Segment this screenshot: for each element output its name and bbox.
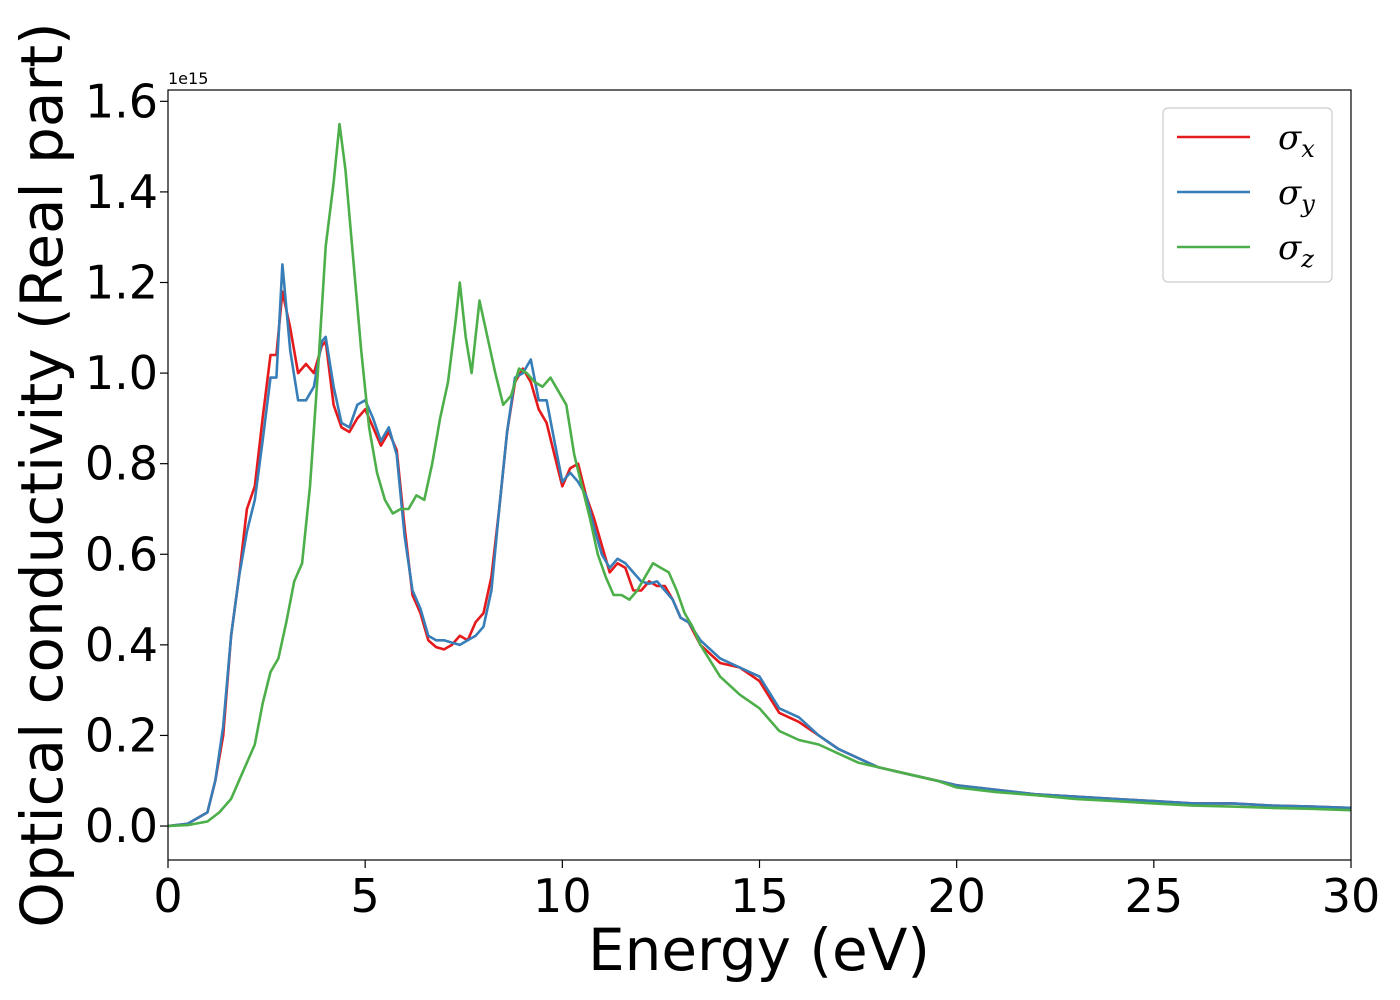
y-tick-label: 0.6	[85, 527, 158, 581]
x-tick-label: 5	[351, 869, 380, 923]
y-tick-label: 1.0	[85, 346, 158, 400]
y-tick-label: 1.6	[85, 74, 158, 128]
legend: σx σy σz	[1162, 107, 1333, 283]
x-tick-label: 0	[153, 869, 182, 923]
y-axis-label: Optical conductivity (Real part)	[8, 22, 76, 927]
series-line-y	[167, 263, 1352, 828]
x-tick-label: 10	[533, 869, 592, 923]
y-tick-label: 0.4	[85, 618, 158, 672]
legend-label-z: σz	[1278, 228, 1314, 273]
x-tick-label: 25	[1125, 869, 1184, 923]
y-tick-label: 0.8	[85, 437, 158, 491]
legend-label-y: σy	[1278, 173, 1315, 218]
y-tick-label: 0.2	[85, 708, 158, 762]
y-tick-label: 1.4	[85, 165, 158, 219]
series-line-z	[167, 122, 1352, 828]
y-offset-label: 1e15	[168, 69, 208, 88]
legend-label-x: σx	[1278, 118, 1315, 163]
x-axis: 0 5 10 15 20 25 30	[153, 860, 1380, 923]
x-tick-label: 15	[730, 869, 789, 923]
y-tick-label: 0.0	[85, 799, 158, 853]
legend-box	[1162, 107, 1333, 283]
x-tick-label: 30	[1322, 869, 1381, 923]
x-axis-label: Energy (eV)	[588, 916, 930, 984]
plot-background	[168, 90, 1351, 860]
series-layer	[167, 122, 1352, 828]
y-tick-label: 1.2	[85, 256, 158, 310]
x-tick-label: 20	[927, 869, 986, 923]
y-axis: 0.0 0.2 0.4 0.6 0.8 1.0 1.2 1.4 1.6	[85, 74, 168, 853]
